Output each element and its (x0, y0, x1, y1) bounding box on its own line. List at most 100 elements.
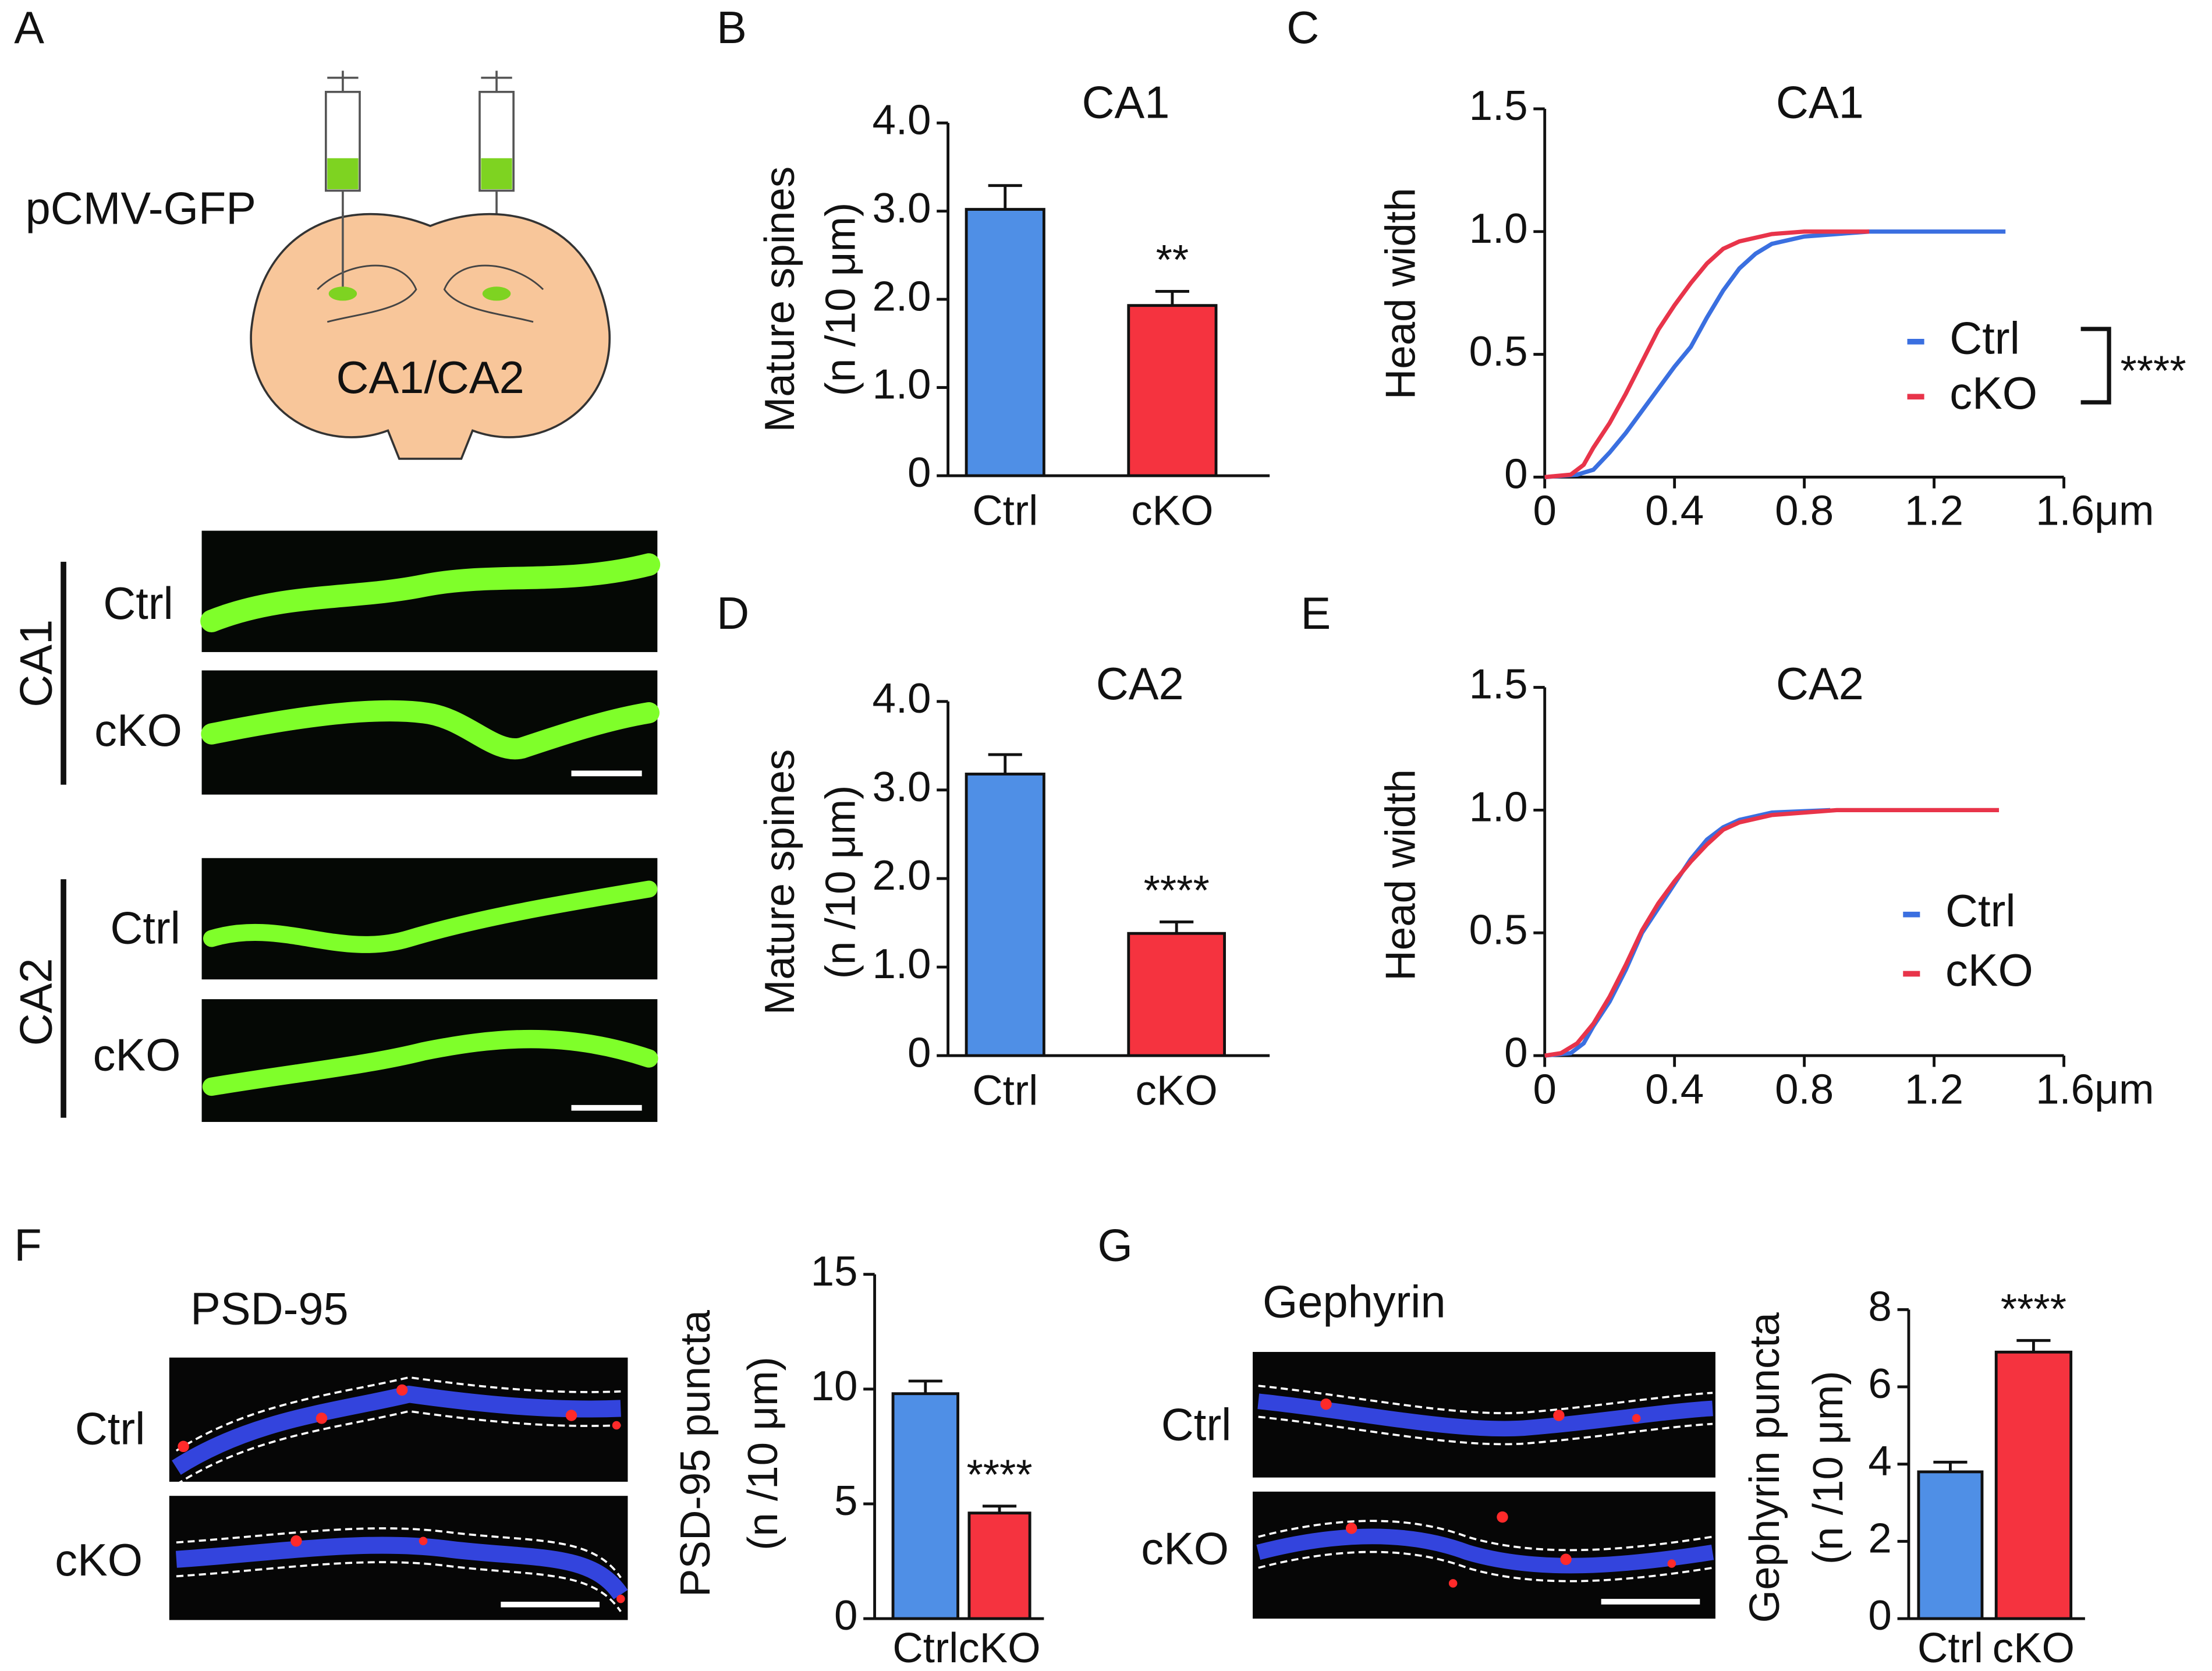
chart-title: CA1 (1082, 78, 1169, 128)
hippocampus (317, 264, 544, 323)
decoration (201, 999, 658, 1122)
bar (1127, 304, 1218, 477)
condition-label: cKO (55, 1535, 143, 1585)
significance: **** (966, 1451, 1032, 1499)
panel-letter: A (14, 3, 44, 53)
y-axis-label: Head width (1377, 188, 1424, 400)
decoration (203, 880, 658, 953)
x-tick-label: 0.4 (1645, 1065, 1704, 1113)
decoration (1448, 1579, 1458, 1588)
x-tick-label: 0 (1533, 1065, 1556, 1113)
decoration (202, 1029, 658, 1096)
y-tick-label: 1.0 (1469, 784, 1528, 831)
x-tick-label: cKO (1993, 1624, 2075, 1671)
significance: **** (1144, 867, 1210, 914)
y-tick-label: 1.0 (872, 940, 931, 987)
decoration (1667, 1559, 1676, 1568)
y-tick-label: 1.5 (1469, 661, 1528, 708)
x-tick-label: Ctrl (1917, 1624, 1983, 1671)
y-axis-label: (n /10 μm) (817, 203, 864, 396)
legend-label: cKO (1945, 946, 2033, 996)
decoration (616, 1594, 625, 1603)
y-tick-label: 4.0 (872, 96, 931, 143)
x-tick-label: 0.8 (1775, 1065, 1834, 1113)
x-tick-label: Ctrl (972, 1067, 1038, 1114)
panel-letter: B (717, 3, 747, 53)
significance: **** (2120, 348, 2186, 395)
x-tick-label: 1.6μm (2036, 1065, 2154, 1113)
x-tick-label: 0.8 (1775, 487, 1834, 534)
y-tick-label: 5 (834, 1477, 857, 1524)
y-axis-label: Gephyrin puncta (1741, 1312, 1788, 1623)
x-tick-label: 0 (1533, 487, 1556, 534)
region-label: CA2 (11, 958, 61, 1046)
decoration (178, 1440, 189, 1453)
y-axis-label: (n /10 μm) (1805, 1371, 1852, 1564)
y-tick-label: 0 (908, 449, 931, 496)
bar (967, 1511, 1031, 1620)
y-axis-label: Mature spines (756, 749, 803, 1015)
x-tick-label: Ctrl (892, 1624, 958, 1671)
condition-label: cKO (93, 1030, 181, 1080)
bar (965, 773, 1045, 1057)
decoration (1258, 1385, 1713, 1446)
decoration (175, 1376, 621, 1486)
region-label: CA1 (11, 619, 61, 707)
condition-label: Ctrl (1161, 1400, 1232, 1450)
bar (891, 1392, 959, 1620)
y-axis-label: Head width (1377, 769, 1424, 981)
y-tick-label: 2.0 (872, 272, 931, 320)
x-tick-label: 0.4 (1645, 487, 1704, 534)
panel-letter: G (1097, 1221, 1132, 1271)
y-tick-label: 0 (834, 1592, 857, 1639)
bar (1994, 1350, 2073, 1620)
y-tick-label: 0.5 (1469, 906, 1528, 953)
decoration (612, 1421, 621, 1430)
decoration (1345, 1523, 1357, 1534)
decoration (316, 1412, 328, 1424)
decoration (1553, 1410, 1565, 1421)
decoration (1257, 1393, 1713, 1437)
decoration (172, 1385, 621, 1475)
decoration (201, 700, 660, 760)
y-tick-label: 0 (1868, 1592, 1891, 1639)
y-tick-label: 0.5 (1469, 328, 1528, 375)
cdf-line (1544, 808, 2000, 1058)
decoration (290, 1535, 302, 1547)
decoration (1632, 1414, 1641, 1423)
legend-label: Ctrl (1949, 313, 2020, 363)
stain-label: Gephyrin (1263, 1277, 1446, 1327)
decoration (178, 1384, 1676, 1603)
decoration (1256, 1528, 1714, 1574)
y-tick-label: 4 (1868, 1438, 1891, 1485)
injection-site (328, 286, 357, 301)
decoration (396, 1384, 408, 1396)
cdf-line (1544, 229, 1870, 480)
y-tick-label: 0 (908, 1029, 931, 1076)
y-axis-label: (n /10 μm) (739, 1357, 786, 1550)
decoration (419, 1537, 428, 1546)
chart-title: CA1 (1776, 78, 1864, 128)
bar (1917, 1470, 1984, 1620)
significance: ** (1156, 236, 1189, 284)
micrographs (169, 1351, 1715, 1620)
x-tick-label: 1.2 (1905, 1065, 1963, 1113)
cdf-line (1544, 229, 2006, 480)
brain (250, 213, 611, 460)
chart-title: CA2 (1776, 659, 1864, 709)
y-tick-label: 10 (811, 1362, 858, 1410)
syringes (325, 70, 515, 297)
y-tick-label: 3.0 (872, 763, 931, 810)
condition-label: cKO (1141, 1524, 1229, 1574)
bar (965, 208, 1045, 477)
condition-label: cKO (94, 706, 182, 756)
y-tick-label: 15 (811, 1248, 858, 1295)
chart-title: CA2 (1096, 659, 1184, 709)
stain-label: PSD-95 (190, 1284, 349, 1334)
decoration (1560, 1553, 1572, 1565)
condition-label: Ctrl (110, 903, 180, 953)
bracket (2080, 327, 2111, 405)
decoration (481, 158, 512, 190)
y-tick-label: 4.0 (872, 675, 931, 722)
